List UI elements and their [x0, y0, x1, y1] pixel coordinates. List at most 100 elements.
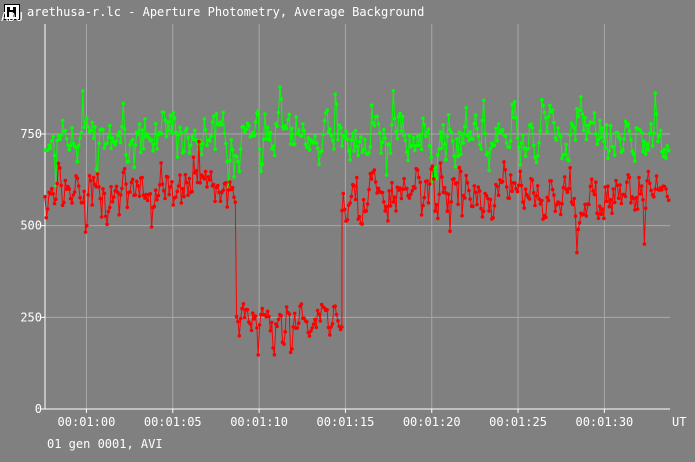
data-point	[332, 147, 336, 151]
data-point	[614, 178, 618, 183]
data-point	[430, 164, 435, 168]
data-point	[178, 125, 182, 130]
data-point	[182, 149, 186, 154]
data-point	[59, 133, 63, 138]
data-point	[56, 161, 61, 166]
data-point	[464, 173, 469, 178]
data-point	[437, 147, 442, 151]
data-point	[538, 202, 543, 206]
data-point	[425, 130, 429, 135]
data-point	[537, 141, 541, 145]
data-point	[460, 132, 464, 136]
data-point	[603, 185, 607, 189]
data-point	[232, 175, 236, 179]
data-point	[56, 134, 61, 138]
data-point	[475, 126, 479, 131]
data-point	[135, 179, 139, 184]
data-point	[535, 184, 540, 188]
data-point	[575, 250, 579, 255]
data-point	[519, 141, 524, 145]
data-point	[180, 186, 185, 191]
data-point	[52, 201, 57, 206]
data-point	[577, 108, 582, 113]
data-point	[510, 102, 514, 107]
data-point	[406, 158, 410, 163]
data-point	[322, 118, 327, 123]
data-point	[460, 213, 464, 218]
data-point	[132, 165, 136, 169]
data-point	[436, 153, 440, 157]
data-point	[251, 311, 255, 316]
data-point	[375, 191, 379, 195]
data-point	[264, 137, 269, 141]
data-point	[228, 180, 232, 184]
data-point	[453, 165, 458, 169]
data-point	[209, 170, 213, 174]
data-point	[164, 134, 169, 139]
data-point	[598, 204, 602, 209]
data-point	[55, 181, 59, 186]
data-point	[265, 309, 270, 314]
data-point	[290, 126, 294, 131]
data-point	[311, 141, 316, 145]
data-point	[152, 142, 157, 147]
data-point	[665, 194, 670, 199]
data-point	[561, 185, 566, 190]
data-point	[117, 213, 121, 217]
data-point	[268, 329, 273, 333]
data-point	[495, 184, 500, 189]
data-point	[68, 143, 73, 148]
data-point	[252, 133, 256, 138]
status-text: 01 gen 0001, AVI	[47, 437, 163, 451]
data-point	[128, 143, 132, 147]
data-point	[395, 185, 400, 190]
data-point	[641, 198, 645, 202]
data-point	[197, 139, 201, 144]
data-point	[261, 137, 266, 141]
data-point	[639, 184, 644, 188]
data-point	[296, 321, 301, 326]
data-point	[168, 113, 173, 118]
data-point	[367, 150, 371, 155]
data-point	[438, 130, 443, 134]
data-point	[237, 334, 242, 338]
data-point	[174, 130, 178, 135]
data-point	[387, 142, 392, 146]
data-point	[463, 124, 467, 129]
data-point	[91, 175, 96, 180]
data-point	[124, 182, 128, 186]
data-point	[82, 125, 86, 130]
data-point	[645, 142, 649, 146]
data-point	[328, 127, 332, 131]
data-point	[125, 205, 130, 210]
data-point	[410, 189, 415, 193]
data-point	[515, 189, 520, 194]
data-point	[535, 154, 540, 158]
data-point	[237, 169, 242, 174]
data-point	[438, 161, 443, 165]
data-point	[359, 135, 363, 139]
data-point	[434, 176, 439, 181]
data-point	[546, 115, 551, 119]
data-point	[581, 212, 586, 216]
data-point	[496, 122, 501, 126]
data-point	[413, 148, 417, 153]
app-logo-icon[interactable]	[4, 4, 20, 20]
data-point	[151, 148, 155, 153]
data-point	[573, 138, 578, 142]
data-point	[394, 209, 398, 213]
data-point	[307, 334, 312, 338]
data-point	[357, 140, 362, 144]
data-point	[168, 185, 173, 189]
data-point	[276, 110, 281, 115]
data-point	[157, 183, 162, 187]
data-point	[608, 123, 613, 128]
data-point	[405, 150, 409, 154]
x-tick-label: 00:01:15	[317, 415, 375, 429]
data-point	[392, 116, 397, 121]
data-point	[611, 145, 616, 149]
data-point	[167, 192, 171, 197]
data-point	[89, 128, 93, 133]
data-point	[523, 154, 528, 159]
data-point	[193, 128, 197, 133]
